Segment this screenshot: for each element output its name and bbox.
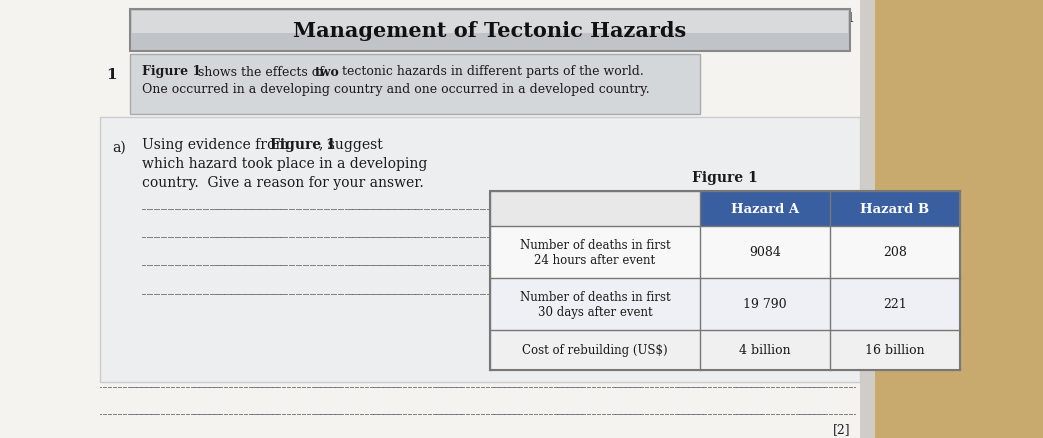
Text: Number of deaths in first
24 hours after event: Number of deaths in first 24 hours after… xyxy=(519,238,671,266)
Bar xyxy=(130,10,850,52)
Text: 9084: 9084 xyxy=(749,246,781,259)
Text: Figure 1: Figure 1 xyxy=(142,65,201,78)
Text: 11: 11 xyxy=(839,12,855,25)
Text: a): a) xyxy=(112,141,126,155)
Text: 208: 208 xyxy=(883,246,907,259)
Text: Number of deaths in first
30 days after event: Number of deaths in first 30 days after … xyxy=(519,290,671,318)
Text: Using evidence from: Using evidence from xyxy=(142,138,293,152)
Text: , suggest: , suggest xyxy=(319,138,383,152)
Text: country.  Give a reason for your answer.: country. Give a reason for your answer. xyxy=(142,176,423,190)
Bar xyxy=(860,0,875,438)
Text: Cost of rebuilding (US$): Cost of rebuilding (US$) xyxy=(523,344,668,357)
Text: which hazard took place in a developing: which hazard took place in a developing xyxy=(142,157,428,171)
Bar xyxy=(490,191,960,370)
Text: [2]: [2] xyxy=(832,423,850,435)
Bar xyxy=(490,191,700,226)
Text: two: two xyxy=(315,65,340,78)
Text: One occurred in a developing country and one occurred in a developed country.: One occurred in a developing country and… xyxy=(142,83,650,96)
Bar xyxy=(490,330,960,370)
Text: Hazard A: Hazard A xyxy=(731,202,799,215)
Bar xyxy=(700,191,960,226)
Text: 4 billion: 4 billion xyxy=(739,344,791,357)
Bar xyxy=(0,0,870,438)
Bar xyxy=(490,226,960,279)
Text: Management of Tectonic Hazards: Management of Tectonic Hazards xyxy=(293,21,686,41)
Bar xyxy=(132,12,848,34)
Bar xyxy=(100,118,860,382)
Bar xyxy=(130,55,700,115)
Text: 16 billion: 16 billion xyxy=(866,344,925,357)
Bar xyxy=(490,279,960,330)
Text: 1: 1 xyxy=(106,68,117,82)
Text: tectonic hazards in different parts of the world.: tectonic hazards in different parts of t… xyxy=(338,65,644,78)
Text: shows the effects of: shows the effects of xyxy=(194,65,328,78)
Text: Figure 1: Figure 1 xyxy=(270,138,336,152)
Text: 19 790: 19 790 xyxy=(744,298,786,311)
Text: Hazard B: Hazard B xyxy=(860,202,929,215)
Text: Figure 1: Figure 1 xyxy=(693,171,758,184)
Text: 221: 221 xyxy=(883,298,906,311)
